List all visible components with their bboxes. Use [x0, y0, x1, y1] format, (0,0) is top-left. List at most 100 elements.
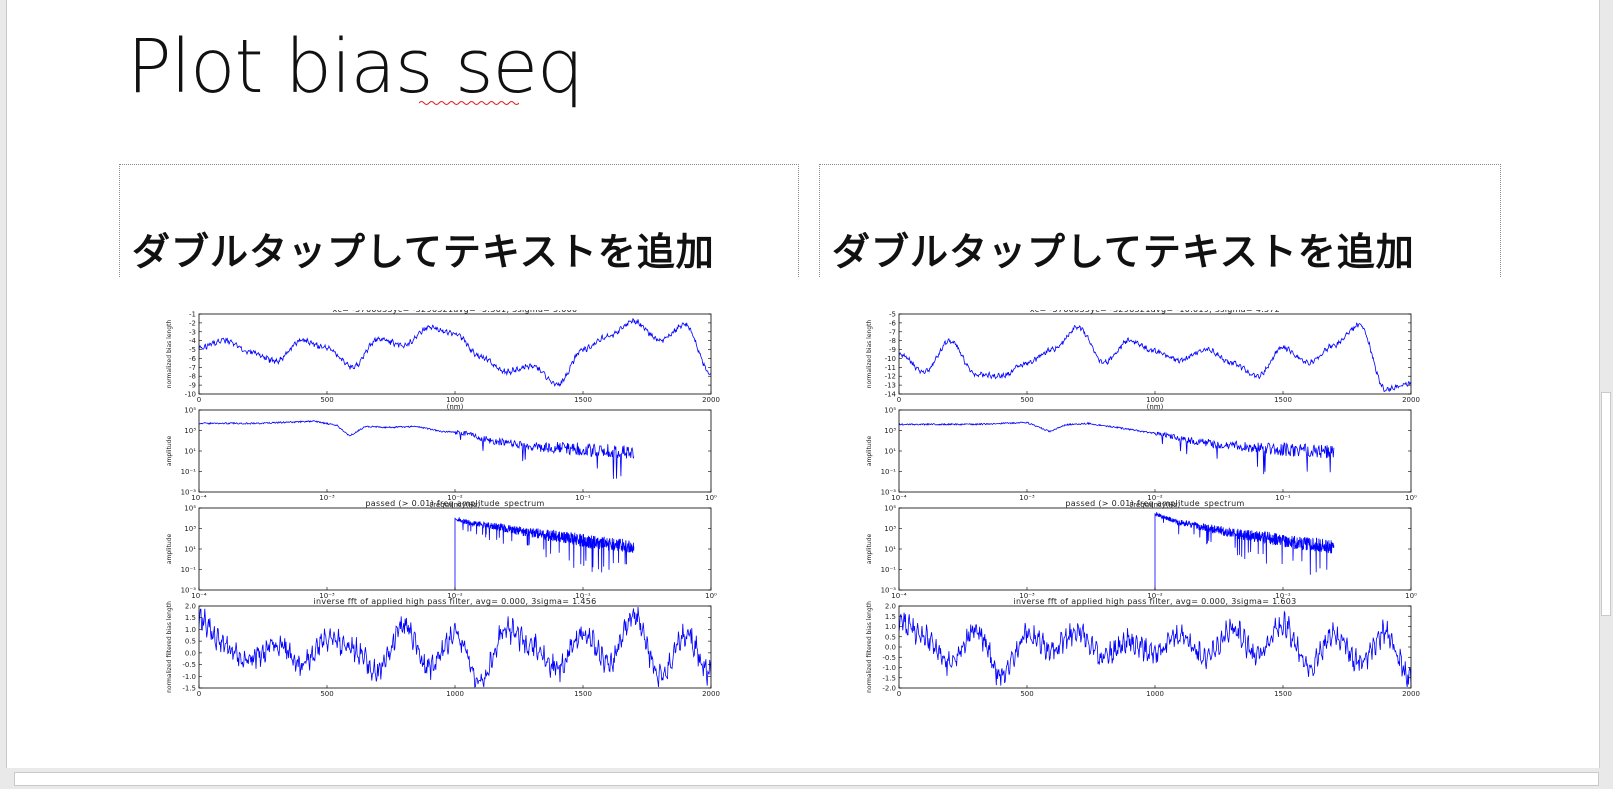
y-tick-label: 10⁵ [184, 407, 196, 415]
x-tick-label: 1500 [1274, 396, 1292, 404]
y-tick-label: 1.5 [885, 613, 896, 621]
x-axis-label: (nm) [447, 403, 464, 411]
figure-right[interactable]: -5 -6 -7 -8 -9 -10 -11 -12 -13 -14 0 500 1000 1500 200… [855, 310, 1435, 715]
y-tick-label: 10³ [184, 525, 196, 533]
y-tick-label: -5 [889, 311, 896, 319]
vertical-scrollbar[interactable] [1601, 392, 1611, 616]
x-tick-label: 10⁻³ [319, 494, 335, 502]
placeholder-text: ダブルタップしてテキストを追加 [132, 230, 715, 274]
text-placeholder-left[interactable]: ダブルタップしてテキストを追加 [119, 164, 799, 277]
y-tick-label: -14 [885, 391, 897, 399]
horizontal-scrollbar[interactable] [14, 772, 1599, 786]
x-tick-label: 500 [1020, 690, 1033, 698]
panel-title: passed (> 0.01) freq amplitude_spectrum [1065, 499, 1244, 508]
figure-left[interactable]: -1-2-3-4-5-6-7-8-9-100500100015002000xc=… [155, 310, 735, 715]
y-tick-label: 10¹ [184, 448, 196, 456]
y-axis-label: normalized bias length [166, 320, 173, 389]
plot-panel-1: -1-2-3-4-5-6-7-8-9-100 500 1000 1500 2000 xc=… [166, 310, 720, 411]
x-tick-label: 0 [897, 690, 901, 698]
y-tick-label: 0.5 [185, 638, 196, 646]
x-tick-label: 1500 [1274, 690, 1292, 698]
series-line [899, 322, 1411, 393]
x-tick-label: 10⁻⁴ [891, 592, 907, 600]
x-tick-label: 10⁻³ [1019, 494, 1035, 502]
y-tick-label: -2.0 [882, 685, 896, 693]
y-tick-label: -10 [885, 355, 896, 363]
y-tick-label: 10⁻³ [881, 489, 897, 497]
y-tick-label: 10⁻¹ [181, 566, 197, 574]
y-tick-label: 10³ [884, 525, 896, 533]
series-line [1154, 512, 1335, 590]
x-tick-label: 1500 [574, 690, 592, 698]
y-tick-label: 10⁻¹ [881, 566, 897, 574]
y-tick-label: 1.0 [885, 623, 896, 631]
y-tick-label: -1.5 [182, 685, 196, 693]
y-tick-label: 10⁻¹ [881, 468, 897, 476]
spellcheck-underline [419, 101, 519, 105]
y-tick-label: -8 [889, 337, 896, 345]
slide-canvas[interactable]: Plot bias seq ダブルタップしてテキストを追加 ダブルタップしてテキ… [6, 0, 1600, 768]
y-tick-label: -1 [189, 311, 196, 319]
x-tick-label: 2000 [702, 690, 720, 698]
y-tick-label: 10⁵ [884, 407, 896, 415]
x-tick-label: 500 [320, 690, 333, 698]
y-tick-label: 2.0 [885, 603, 896, 611]
x-tick-label: 500 [1020, 396, 1033, 404]
panel-title: xc= -5760835yc= -3296321avg= -10.019, 3s… [1030, 310, 1280, 314]
x-axis-label: (nm) [1147, 403, 1164, 411]
y-tick-label: -6 [889, 319, 897, 327]
x-tick-label: 1500 [574, 396, 592, 404]
x-tick-label: 1000 [1146, 690, 1164, 698]
x-tick-label: 10⁻⁴ [191, 592, 207, 600]
y-tick-label: 10⁻³ [181, 489, 197, 497]
y-tick-label: 10⁻¹ [181, 468, 197, 476]
figure-right-svg: -5-6-7-8-9-10-11-12-13-140 500 1000 1500 200… [866, 310, 1420, 698]
plot-panel-1: -5-6-7-8-9-10-11-12-13-140 500 1000 1500 200… [866, 310, 1420, 411]
x-tick-label: 10⁻⁴ [191, 494, 207, 502]
text-placeholder-right[interactable]: ダブルタップしてテキストを追加 [819, 164, 1501, 277]
y-tick-label: 0.0 [185, 649, 196, 657]
y-tick-label: -12 [885, 373, 896, 381]
y-tick-label: -1.0 [182, 673, 196, 681]
x-tick-label: 10⁻⁴ [891, 494, 907, 502]
x-tick-label: 10⁰ [705, 592, 717, 600]
series-line [899, 421, 1335, 475]
x-tick-label: 10⁻² [447, 494, 463, 502]
slide-title[interactable]: Plot bias seq [127, 30, 584, 104]
y-tick-label: 0.0 [885, 644, 896, 652]
y-tick-label: -7 [189, 364, 196, 372]
y-tick-label: 10⁵ [884, 505, 896, 513]
series-line [454, 517, 635, 590]
x-tick-label: 10⁰ [705, 494, 717, 502]
y-tick-label: 10¹ [884, 448, 896, 456]
panel-title: inverse fft of applied high pass filter,… [1013, 597, 1296, 606]
y-axis-label: normalized filtered bias length [866, 601, 873, 693]
panel-title: inverse fft of applied high pass filter,… [313, 597, 596, 606]
x-tick-label: 0 [897, 396, 901, 404]
x-tick-label: 0 [197, 690, 201, 698]
plot-panel-4: 2.0 1.5 1.0 0.5 0.0 -0.5 -1.0 -1.50 500 1000 1500 2… [166, 597, 720, 698]
y-tick-label: -0.5 [882, 654, 896, 662]
x-tick-label: 2000 [1402, 396, 1420, 404]
plot-panel-4: 2.0 1.5 1.0 0.5 0.0 -0.5 -1.0 -1.5 -2.00 500 1000 1… [866, 597, 1420, 698]
axes-frame [898, 409, 1412, 493]
y-tick-label: -1.5 [882, 674, 896, 682]
axes-frame [898, 313, 1412, 395]
x-tick-label: 10⁻² [1147, 494, 1163, 502]
y-axis-label: amplitude [866, 534, 873, 565]
y-tick-label: 2.0 [185, 603, 196, 611]
axes-frame [198, 313, 712, 395]
y-tick-label: -13 [885, 382, 896, 390]
y-tick-label: -7 [889, 328, 896, 336]
y-tick-label: 10³ [884, 427, 896, 435]
window-edge [1599, 0, 1600, 768]
x-tick-label: 1000 [446, 396, 464, 404]
x-tick-label: 10⁻³ [319, 592, 335, 600]
x-axis-label: Frequency(Hz) [1130, 501, 1181, 509]
y-tick-label: -11 [885, 364, 896, 372]
y-tick-label: 10³ [184, 427, 196, 435]
